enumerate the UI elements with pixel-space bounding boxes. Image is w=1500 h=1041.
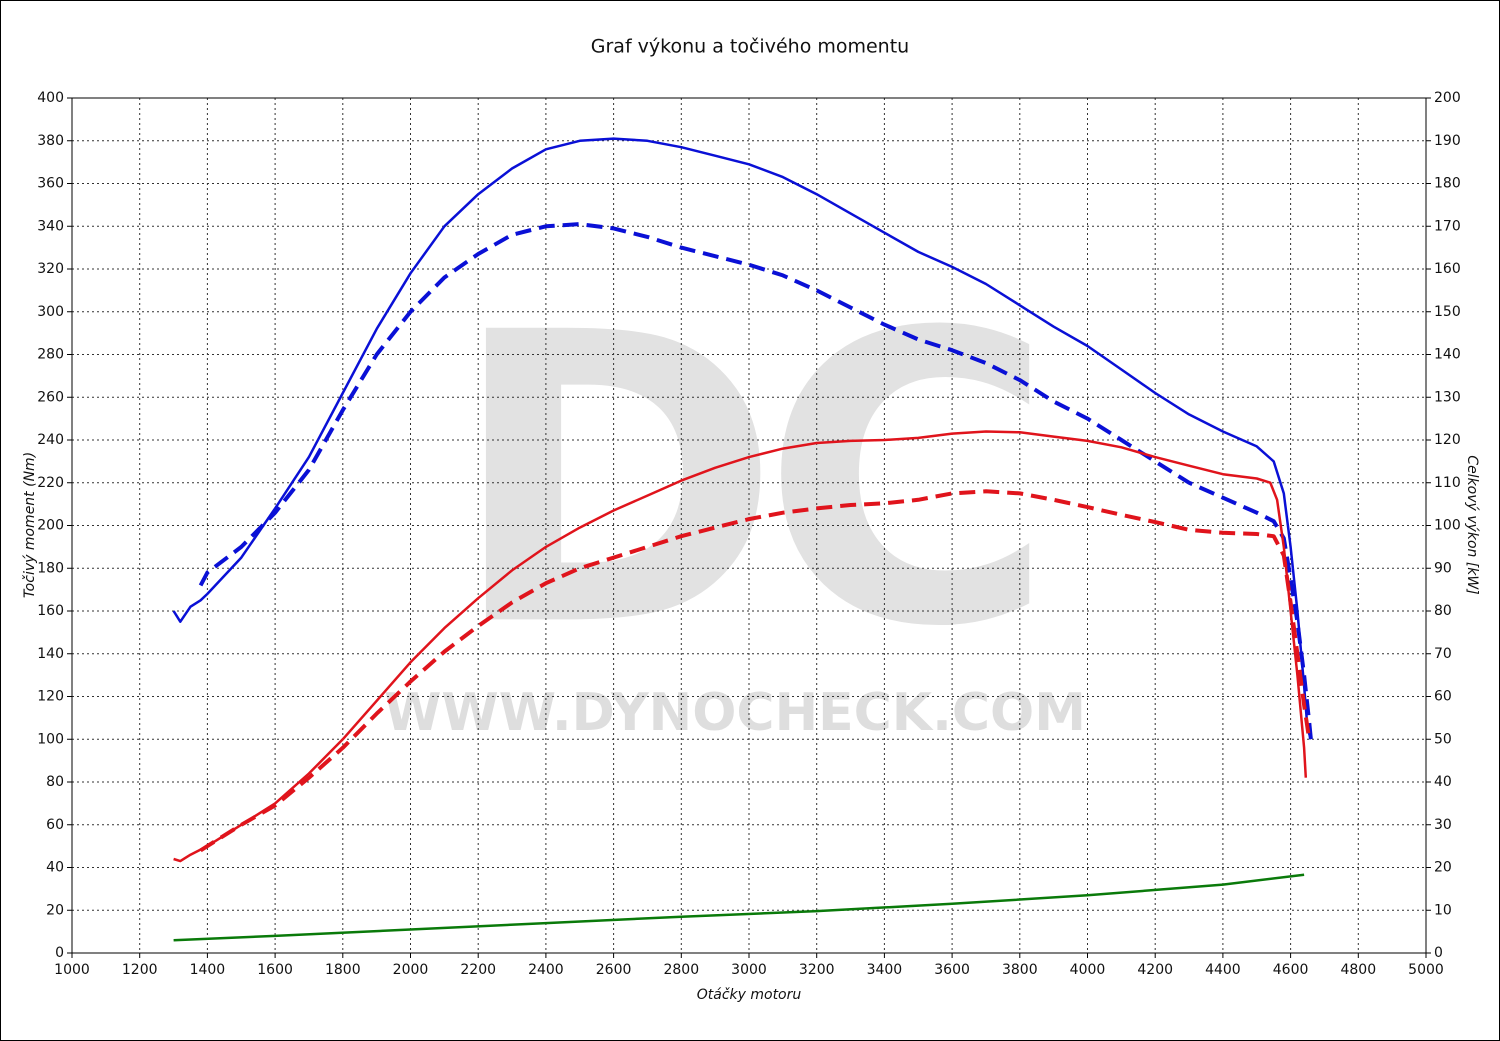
y-tick-label: 260 [37,389,64,405]
y-tick-label: 340 [37,218,64,234]
y-tick-label: 300 [37,304,64,320]
chart-title: Graf výkonu a točivého momentu [591,36,909,58]
x-tick-label: 1400 [190,962,226,978]
y2-tick-label: 130 [1434,389,1461,405]
x-tick-label: 4600 [1273,962,1309,978]
x-tick-label: 1200 [122,962,158,978]
y-tick-label: 320 [37,261,64,277]
y2-axis-label: Celkový výkon [kW] [1464,455,1480,594]
x-tick-label: 2000 [393,962,429,978]
y2-tick-label: 150 [1434,304,1461,320]
y2-tick-label: 100 [1434,518,1461,534]
y2-tick-label: 200 [1434,90,1461,106]
y2-tick-label: 180 [1434,176,1461,192]
series-line [173,873,1305,942]
y2-tick-label: 120 [1434,432,1461,448]
y2-tick-label: 40 [1434,774,1452,790]
x-tick-label: 3800 [1002,962,1038,978]
y2-tick-label: 50 [1434,731,1452,747]
x-tick-label: 2400 [528,962,564,978]
y2-tick-label: 160 [1434,261,1461,277]
x-tick-label: 2200 [460,962,496,978]
y-tick-label: 140 [37,646,64,662]
series-line [198,222,1313,740]
y2-tick-label: 110 [1434,475,1461,491]
x-tick-label: 2800 [663,962,699,978]
y2-tick-label: 0 [1434,945,1443,961]
y-tick-label: 280 [37,347,64,363]
y2-tick-label: 70 [1434,646,1452,662]
x-tick-label: 3200 [799,962,835,978]
y-tick-label: 120 [37,689,64,705]
x-tick-label: 4200 [1137,962,1173,978]
x-tick-label: 4800 [1340,962,1376,978]
x-tick-label: 1000 [54,962,90,978]
plot [172,137,1313,942]
y-axis-label: Točivý moment (Nm) [22,452,38,598]
plot-frame [71,97,1427,954]
y-tick-label: 160 [37,603,64,619]
x-tick-label: 3600 [934,962,970,978]
x-tick-label: 3000 [731,962,767,978]
x-tick-label: 3400 [867,962,903,978]
y-tick-label: 0 [55,945,64,961]
x-tick-label: 1800 [325,962,361,978]
y-tick-label: 400 [37,90,64,106]
x-tick-label: 1600 [257,962,293,978]
y2-tick-label: 190 [1434,133,1461,149]
x-tick-label: 5000 [1408,962,1444,978]
x-tick-label: 4400 [1205,962,1241,978]
y-tick-label: 40 [46,860,64,876]
grid: 1000 1200 1400 1600 1800 2000 2200 2400 2600 2800… [37,90,1460,978]
y-tick-label: 100 [37,731,64,747]
y2-tick-label: 20 [1434,860,1452,876]
y2-tick-label: 30 [1434,817,1452,833]
series-line [199,489,1312,853]
y-tick-label: 240 [37,432,64,448]
x-axis-label: Otáčky motoru [697,987,802,1003]
x-tick-label: 2600 [596,962,632,978]
y2-tick-label: 170 [1434,218,1461,234]
y-tick-label: 380 [37,133,64,149]
watermark: WWW.DYNOCHECK.COM [384,683,1086,743]
y-tick-label: 60 [46,817,64,833]
y-tick-label: 180 [37,560,64,576]
y-tick-label: 220 [37,475,64,491]
watermark-logo: DC [449,249,1035,714]
x-tick-label: 4000 [1070,962,1106,978]
y2-tick-label: 140 [1434,347,1461,363]
y-tick-label: 200 [37,518,64,534]
y-tick-label: 20 [46,902,64,918]
series-line [172,137,1313,740]
series-line [173,430,1308,863]
y-tick-label: 80 [46,774,64,790]
y-tick-label: 360 [37,176,64,192]
y2-tick-label: 10 [1434,902,1452,918]
y2-tick-label: 90 [1434,560,1452,576]
y2-tick-label: 60 [1434,689,1452,705]
y2-tick-label: 80 [1434,603,1452,619]
